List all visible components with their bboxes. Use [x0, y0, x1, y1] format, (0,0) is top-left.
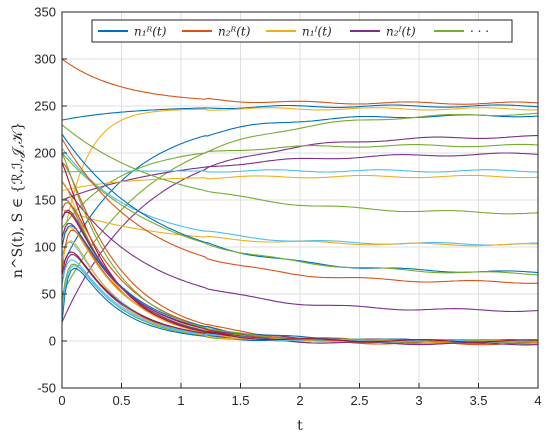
series-line — [61, 209, 539, 346]
series-line — [61, 112, 539, 295]
series-line — [61, 265, 539, 343]
y-tick-label: 100 — [34, 240, 56, 255]
x-tick-label: 3 — [415, 393, 422, 408]
x-tick-label: 1.5 — [231, 393, 249, 408]
x-tick-label: 2 — [296, 393, 303, 408]
y-tick-label: -50 — [37, 381, 56, 396]
series-line — [61, 104, 539, 121]
legend-label: n₁ᴵ(t) — [302, 25, 332, 39]
series-line — [61, 152, 539, 276]
series-line — [61, 174, 539, 192]
x-tick-label: 3.5 — [469, 393, 487, 408]
y-tick-label: 200 — [34, 146, 56, 161]
x-tick-label: 0.5 — [112, 393, 130, 408]
y-tick-label: 250 — [34, 99, 56, 114]
series-line — [61, 152, 539, 201]
y-axis-ticks: -50 0 50 100 150 200 250 300 350 — [34, 5, 67, 396]
y-tick-label: 50 — [42, 287, 56, 302]
legend-label: n₂ᴿ(t) — [218, 25, 251, 39]
series-lines — [61, 58, 539, 346]
y-tick-label: 300 — [34, 52, 56, 67]
series-line — [61, 208, 539, 247]
x-tick-label: 0 — [58, 393, 65, 408]
legend-label: n₁ᴿ(t) — [134, 25, 167, 39]
legend-box — [91, 19, 513, 43]
series-line — [61, 135, 538, 323]
legend: n₁ᴿ(t) n₂ᴿ(t) n₁ᴵ(t) n₂ᴵ(t) · · · — [91, 19, 513, 43]
series-line — [61, 107, 538, 248]
x-axis-ticks: 0 0.5 1 1.5 2 2.5 3 3.5 4 — [58, 383, 542, 408]
x-tick-label: 1 — [177, 393, 184, 408]
legend-label: n₂ᴵ(t) — [386, 25, 416, 39]
series-line — [61, 138, 539, 284]
y-tick-label: 350 — [34, 5, 56, 20]
x-axis-label: t — [297, 418, 303, 434]
y-tick-label: 150 — [34, 193, 56, 208]
series-line — [61, 58, 539, 105]
series-line — [61, 143, 539, 229]
series-line — [61, 251, 539, 343]
y-tick-label: 0 — [49, 334, 56, 349]
series-line — [61, 180, 539, 313]
x-tick-label: 4 — [534, 393, 541, 408]
x-tick-label: 2.5 — [350, 393, 368, 408]
legend-label: · · · — [470, 25, 489, 39]
y-axis-label: n^S(t), S ∈ {ℛ,ℐ,𝒥,𝒦} — [10, 122, 26, 278]
series-line — [61, 124, 539, 215]
